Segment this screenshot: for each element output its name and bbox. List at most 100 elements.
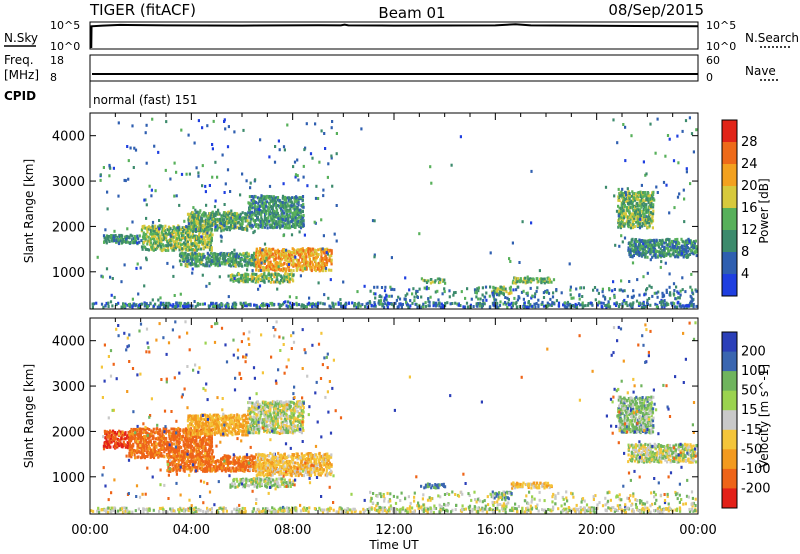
power-cell xyxy=(133,241,136,245)
power-cell xyxy=(685,239,688,243)
power-cell xyxy=(246,228,249,232)
power-cell xyxy=(276,196,280,199)
power-cell xyxy=(273,275,276,279)
power-cell xyxy=(178,203,181,207)
power-cell xyxy=(172,303,175,307)
power-cell xyxy=(316,254,319,258)
power-cell xyxy=(441,278,445,282)
power-cell xyxy=(227,213,230,217)
power-cell xyxy=(621,224,624,228)
power-cell xyxy=(344,302,347,306)
velocity-cell xyxy=(169,434,172,438)
power-cell xyxy=(323,266,326,270)
power-cell xyxy=(225,212,228,216)
power-cell xyxy=(169,177,172,181)
power-cell xyxy=(625,220,628,224)
power-cell xyxy=(383,296,386,300)
power-cell xyxy=(296,206,299,210)
power-cell xyxy=(245,279,248,282)
velocity-cell xyxy=(196,443,199,447)
velocity-cell xyxy=(187,425,190,429)
power-cell xyxy=(643,212,646,216)
power-cell xyxy=(162,236,165,240)
power-cell xyxy=(316,263,319,267)
power-cell xyxy=(185,259,188,263)
power-cell xyxy=(289,226,292,230)
power-cell xyxy=(276,248,280,252)
power-cell xyxy=(150,241,153,245)
power-cell xyxy=(237,255,240,259)
power-cell xyxy=(251,261,254,265)
power-cell xyxy=(215,218,218,222)
power-cell xyxy=(277,217,280,221)
power-cell xyxy=(672,282,676,286)
power-cell xyxy=(329,305,332,309)
power-cell xyxy=(429,281,432,285)
power-cell xyxy=(128,303,131,306)
power-cell xyxy=(247,254,251,258)
power-cell xyxy=(99,178,102,182)
power-cell xyxy=(126,227,129,231)
power-cell xyxy=(207,254,210,257)
power-cell xyxy=(335,132,338,135)
power-cell xyxy=(489,251,492,255)
power-cell xyxy=(263,256,266,260)
velocity-cell xyxy=(205,450,209,454)
power-cell xyxy=(430,278,433,281)
power-cell xyxy=(298,230,301,234)
power-cell xyxy=(439,305,443,309)
power-cell xyxy=(643,305,646,309)
power-cell xyxy=(638,254,641,258)
power-cell xyxy=(246,260,249,264)
power-cell xyxy=(626,187,629,191)
power-cell xyxy=(692,150,695,154)
power-cell xyxy=(313,303,316,307)
velocity-cell xyxy=(103,429,106,433)
power-cell xyxy=(677,291,680,295)
power-cell xyxy=(672,250,675,254)
power-cell xyxy=(566,305,569,309)
power-cell xyxy=(117,301,120,305)
power-cell xyxy=(214,160,217,164)
power-cell xyxy=(268,197,272,201)
power-cell xyxy=(233,260,236,264)
power-cell xyxy=(422,278,425,282)
power-cell xyxy=(298,210,301,214)
power-cell xyxy=(240,274,243,277)
power-cell xyxy=(255,247,259,251)
velocity-cell xyxy=(141,427,144,431)
power-cell xyxy=(270,254,273,258)
power-cell xyxy=(676,195,680,199)
power-cell xyxy=(259,204,262,208)
power-cell xyxy=(172,274,175,278)
power-cell xyxy=(617,214,620,218)
power-cell xyxy=(199,209,202,213)
power-cell xyxy=(200,240,203,244)
power-cell xyxy=(509,285,512,289)
velocity-cell xyxy=(118,439,122,442)
power-cell xyxy=(272,201,275,205)
power-cell xyxy=(197,174,200,178)
power-cell xyxy=(224,127,227,131)
power-cell xyxy=(659,253,662,257)
power-cell xyxy=(444,281,447,285)
power-cell xyxy=(685,170,688,174)
power-cell xyxy=(587,303,590,307)
power-cell xyxy=(214,225,217,229)
power-cell xyxy=(239,193,242,197)
power-cell xyxy=(275,225,279,229)
power-cell xyxy=(268,219,271,223)
power-cell xyxy=(660,298,663,302)
power-cell xyxy=(682,255,685,259)
power-cell xyxy=(187,222,190,226)
power-cell xyxy=(687,237,690,241)
power-cell xyxy=(320,255,323,259)
power-cell xyxy=(451,302,454,305)
power-cell xyxy=(465,301,469,305)
power-cell xyxy=(259,138,262,142)
power-cell xyxy=(198,233,201,237)
power-cell xyxy=(634,248,637,252)
power-cell xyxy=(644,219,647,223)
power-cell xyxy=(686,241,689,244)
velocity-cell xyxy=(206,455,210,459)
